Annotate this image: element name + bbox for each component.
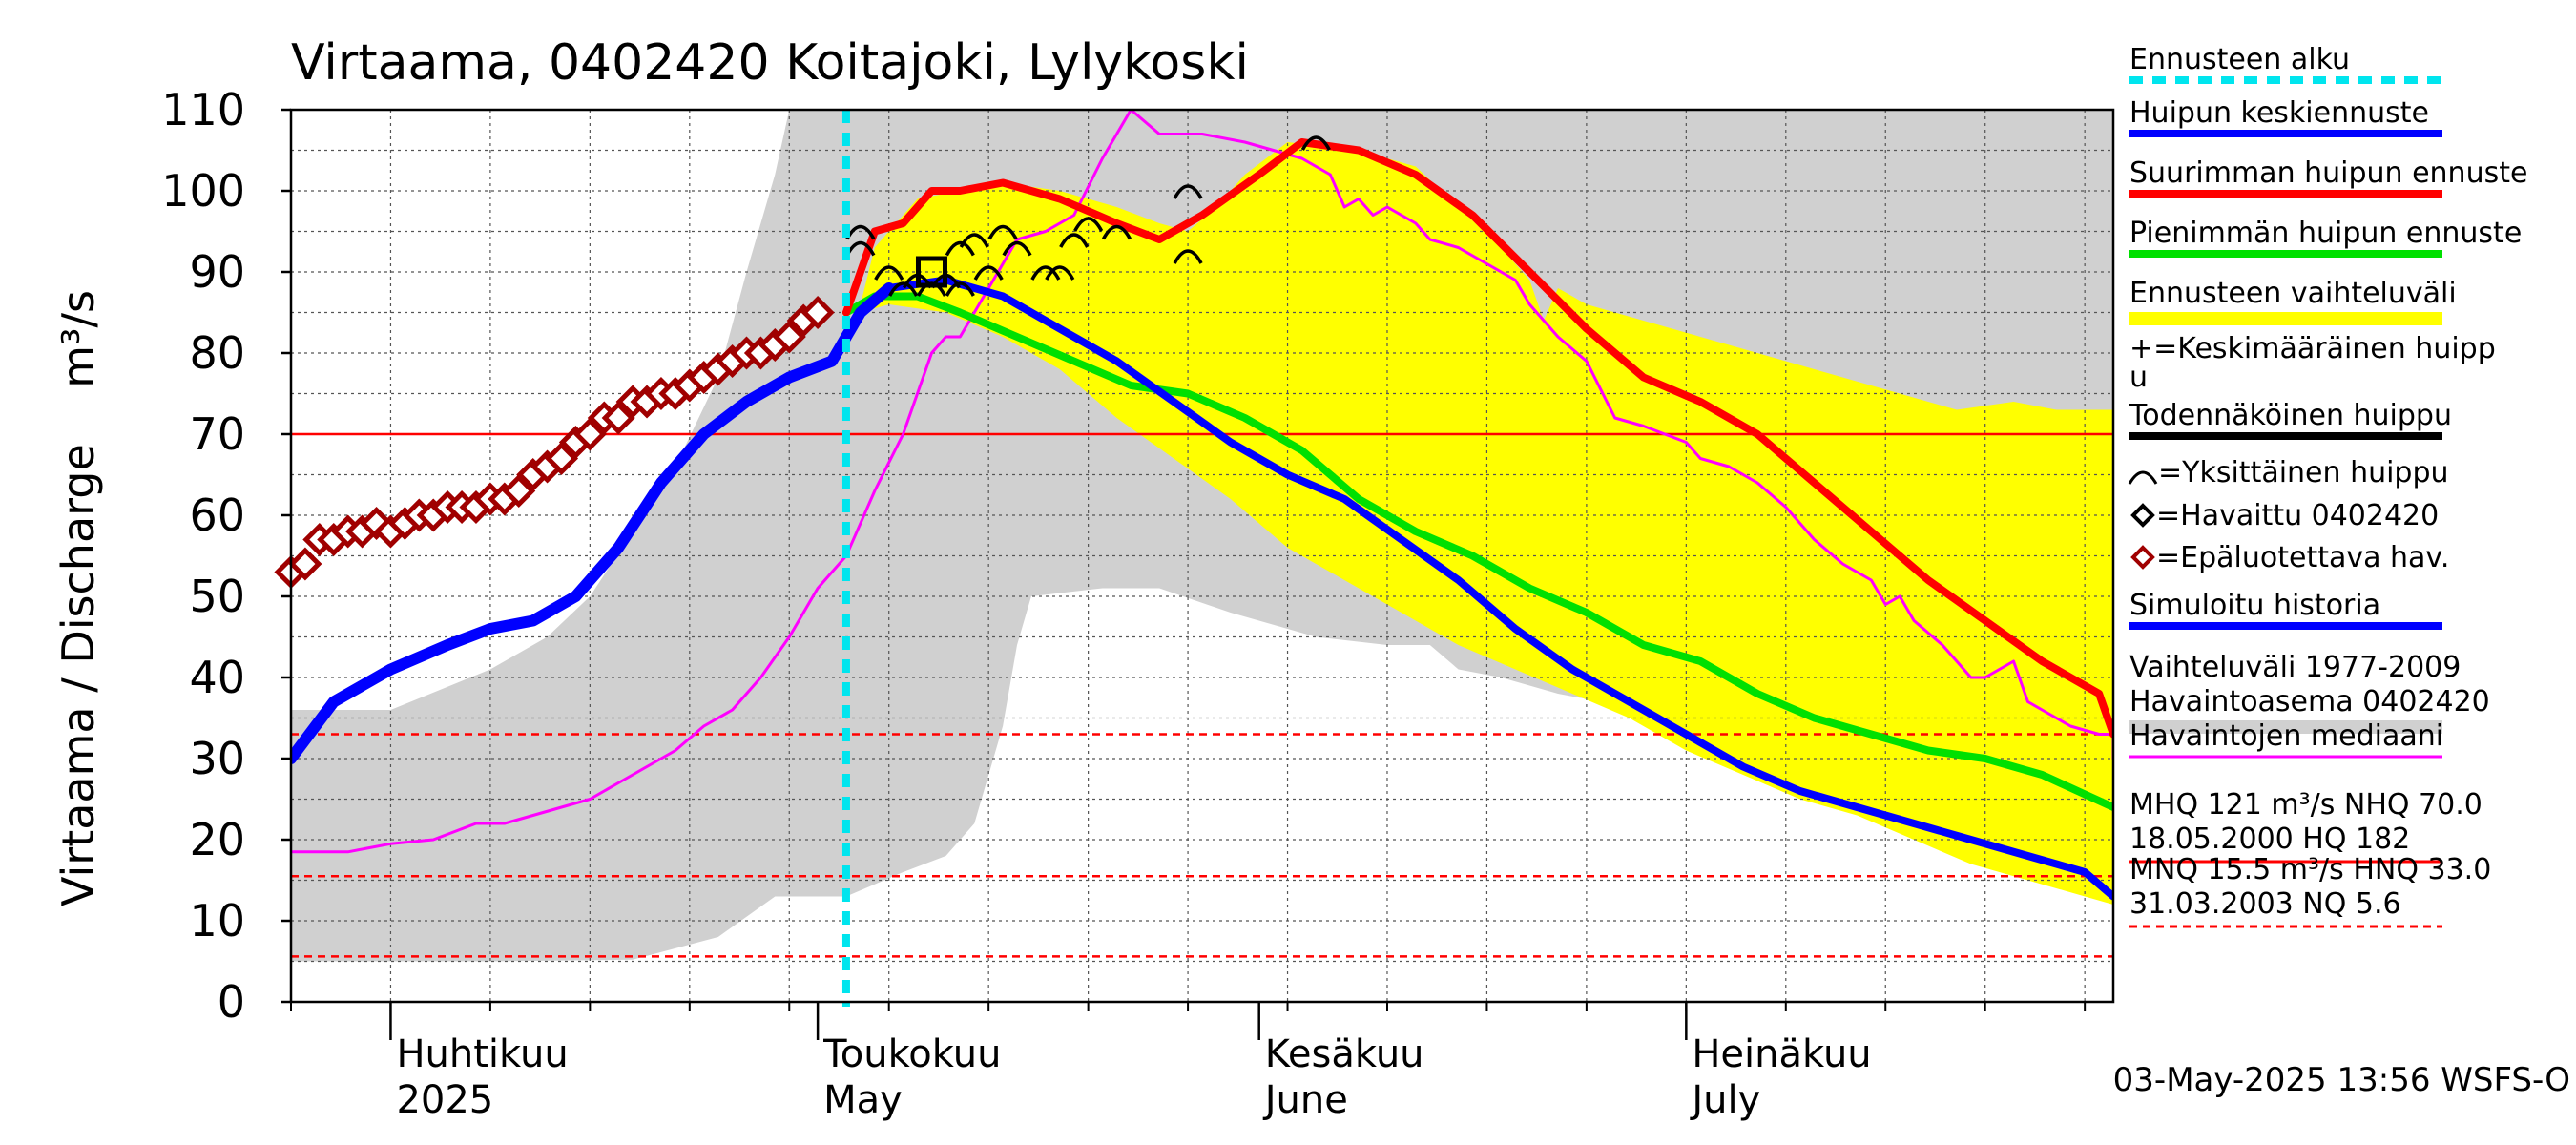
individual-peak-marker bbox=[1030, 265, 1061, 281]
unreliable-observation-marker bbox=[601, 401, 635, 435]
legend-item: =Yksittäinen huippu bbox=[2128, 456, 2449, 489]
legend-item: Huipun keskiennuste bbox=[2129, 96, 2442, 137]
legend-label: Ennusteen alku bbox=[2129, 43, 2350, 76]
legend-label: =Epäluotettava hav. bbox=[2156, 541, 2449, 574]
month-label-fi: Toukokuu bbox=[822, 1032, 1001, 1076]
series-line-simuloitu-historia bbox=[291, 282, 895, 764]
legend-item: MHQ 121 m³/s NHQ 70.018.05.2000 HQ 182 bbox=[2129, 788, 2483, 864]
legend-item: Suurimman huipun ennuste bbox=[2129, 156, 2527, 198]
individual-peak-marker bbox=[1045, 265, 1075, 281]
y-tick-label: 70 bbox=[189, 408, 245, 460]
series-line-havaintojen-mediaani bbox=[291, 110, 2113, 854]
legend-item: =Havaittu 0402420 bbox=[2130, 499, 2439, 532]
individual-peak-marker bbox=[959, 233, 989, 248]
y-tick-label: 30 bbox=[189, 733, 245, 784]
individual-peak-marker bbox=[1173, 249, 1203, 264]
month-label-en: June bbox=[1262, 1078, 1348, 1122]
month-label-fi: Kesäkuu bbox=[1265, 1032, 1424, 1076]
y-tick-label: 110 bbox=[161, 84, 245, 135]
unreliable-observation-marker bbox=[800, 295, 835, 330]
unreliable-observation-marker bbox=[572, 417, 607, 451]
legend-label: =Yksittäinen huippu bbox=[2158, 456, 2449, 489]
legend-label: Ennusteen vaihteluväli bbox=[2129, 277, 2457, 310]
legend-swatch bbox=[2130, 545, 2155, 570]
history-range-band bbox=[291, 110, 2113, 962]
legend-label-line2: 31.03.2003 NQ 5.6 bbox=[2129, 887, 2401, 921]
individual-peak-marker bbox=[1002, 240, 1032, 257]
likely-peak-marker bbox=[915, 256, 947, 288]
month-label-fi: Huhtikuu bbox=[396, 1032, 568, 1076]
legend-label: MHQ 121 m³/s NHQ 70.0 bbox=[2129, 788, 2483, 822]
legend-swatch bbox=[2130, 503, 2155, 528]
individual-peak-marker bbox=[1173, 184, 1203, 199]
month-label-en: 2025 bbox=[396, 1078, 493, 1122]
legend-label: MNQ 15.5 m³/s HNQ 33.0 bbox=[2129, 853, 2491, 886]
y-tick-label: 80 bbox=[189, 327, 245, 379]
individual-peak-marker bbox=[1059, 233, 1090, 248]
legend-item: =Epäluotettava hav. bbox=[2130, 541, 2449, 574]
individual-peak-marker bbox=[945, 281, 975, 297]
legend-label: Havaintojen mediaani bbox=[2129, 719, 2443, 753]
series-line-huipun-keskiennuste bbox=[884, 276, 2113, 901]
y-tick-label: 40 bbox=[189, 652, 245, 703]
unreliable-observation-marker bbox=[772, 320, 806, 354]
legend-item: Ennusteen alku bbox=[2129, 43, 2442, 84]
legend-label-line2: u bbox=[2129, 361, 2148, 394]
legend-item: Vaihteluväli 1977-2009 Havaintoasema 040… bbox=[2129, 651, 2490, 734]
legend-item: MNQ 15.5 m³/s HNQ 33.031.03.2003 NQ 5.6 bbox=[2129, 853, 2491, 928]
individual-peak-marker bbox=[1073, 217, 1104, 232]
unreliable-observation-marker bbox=[288, 547, 322, 581]
y-axis-label: Virtaama / Discharge m³/s bbox=[52, 290, 104, 906]
legend-item: Havaintojen mediaani bbox=[2129, 719, 2443, 759]
plot-frame bbox=[289, 108, 2115, 1004]
legend-label: Suurimman huipun ennuste bbox=[2129, 156, 2527, 190]
individual-peak-marker bbox=[888, 281, 919, 297]
legend-item: Ennusteen vaihteluväli bbox=[2129, 277, 2457, 325]
month-label-fi: Heinäkuu bbox=[1692, 1032, 1871, 1076]
unreliable-observation-marker bbox=[502, 473, 536, 509]
legend-swatch bbox=[2129, 312, 2442, 325]
legend-item: Simuloitu historia bbox=[2129, 589, 2442, 630]
legend-label: Pienimmän huipun ennuste bbox=[2129, 217, 2522, 250]
series-line-pienimm-n-huipun-ennuste bbox=[842, 292, 2113, 811]
legend-label: Todennäköinen huippu bbox=[2129, 399, 2452, 432]
legend-swatch bbox=[2129, 720, 2442, 734]
legend-label: +=Keskimääräinen huipp bbox=[2129, 332, 2496, 365]
series-line-suurimman-huipun-ennuste bbox=[842, 138, 2113, 739]
legend: Ennusteen alku Huipun keskiennuste Suurimm… bbox=[2128, 43, 2527, 928]
y-tick-label: 20 bbox=[189, 814, 245, 865]
individual-peak-marker bbox=[1101, 224, 1132, 240]
y-tick-label: 90 bbox=[189, 246, 245, 298]
legend-swatch bbox=[2128, 470, 2158, 485]
chart-title: Virtaama, 0402420 Koitajoki, Lylykoski bbox=[291, 34, 1249, 92]
y-tick-label: 0 bbox=[218, 976, 245, 1028]
unreliable-observation-marker bbox=[544, 441, 579, 476]
legend-item: Pienimmän huipun ennuste bbox=[2129, 217, 2522, 258]
individual-peak-marker bbox=[945, 240, 975, 257]
individual-peak-marker bbox=[987, 224, 1018, 240]
month-label-en: July bbox=[1689, 1078, 1760, 1122]
footer-timestamp: 03-May-2025 13:56 WSFS-O bbox=[2113, 1061, 2570, 1099]
y-tick-label: 50 bbox=[189, 571, 245, 622]
legend-label-line2: Havaintoasema 0402420 bbox=[2129, 685, 2490, 718]
month-label-en: May bbox=[823, 1078, 903, 1122]
y-tick-label: 10 bbox=[189, 895, 245, 947]
y-tick-label: 60 bbox=[189, 489, 245, 541]
legend-label: =Havaittu 0402420 bbox=[2156, 499, 2439, 532]
y-tick-label: 100 bbox=[161, 165, 245, 217]
individual-peak-marker bbox=[973, 265, 1004, 281]
legend-item: +=Keskimääräinen huippu bbox=[2129, 332, 2496, 394]
individual-peak-marker bbox=[1300, 135, 1331, 151]
legend-label: Simuloitu historia bbox=[2129, 589, 2380, 622]
individual-peak-marker bbox=[874, 265, 904, 281]
legend-label: Huipun keskiennuste bbox=[2129, 96, 2429, 130]
legend-item: Todennäköinen huippu bbox=[2129, 399, 2452, 440]
legend-label: Vaihteluväli 1977-2009 bbox=[2129, 651, 2461, 684]
legend-label-line2: 18.05.2000 HQ 182 bbox=[2129, 822, 2410, 856]
